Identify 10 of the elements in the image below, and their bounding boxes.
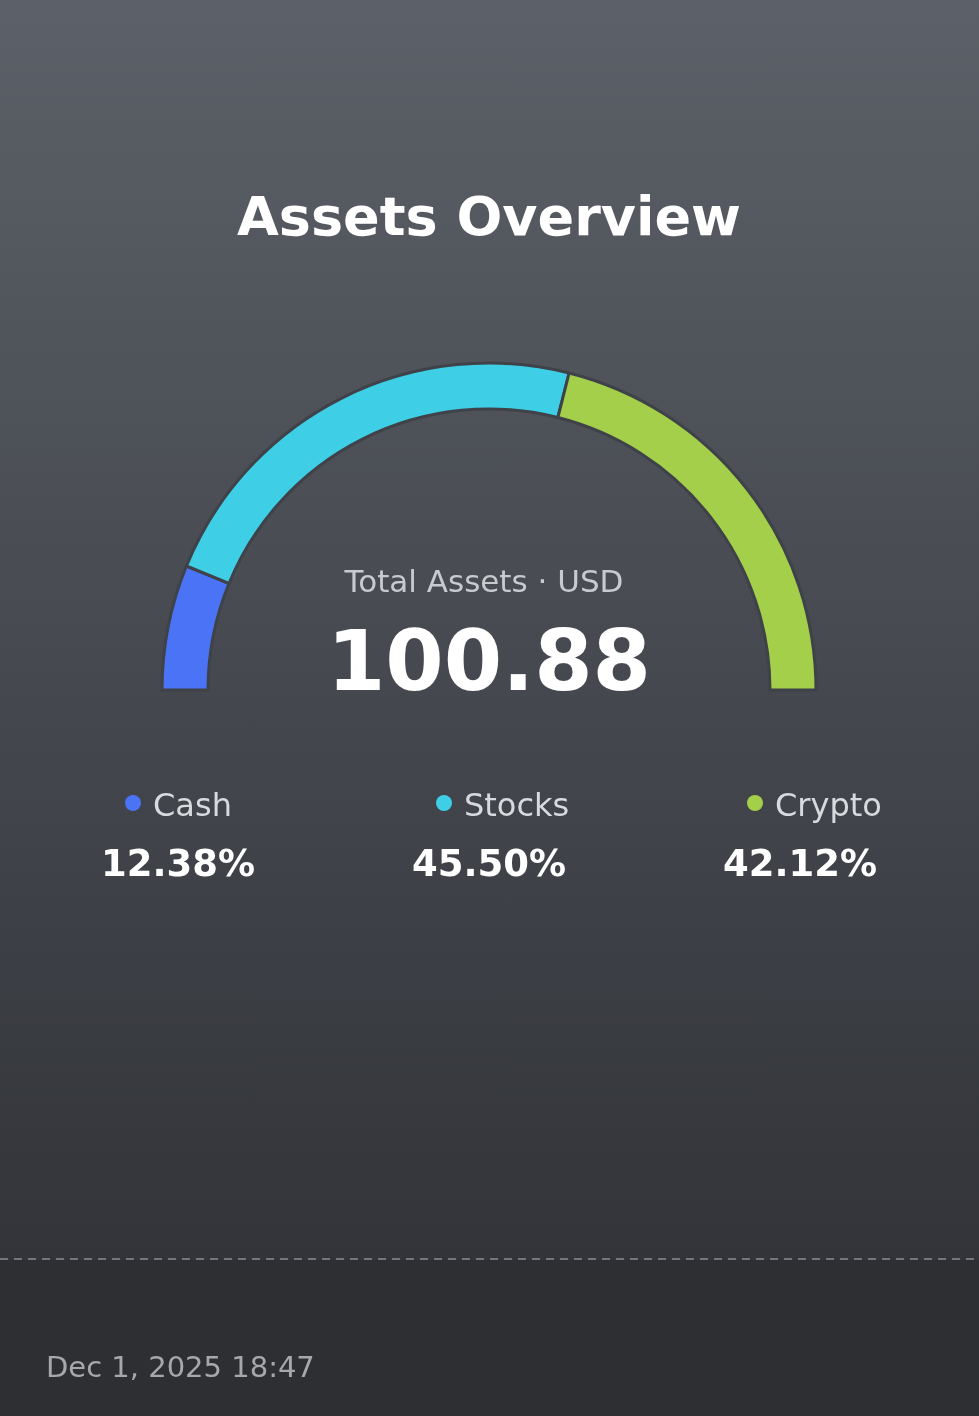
legend-label: Cash bbox=[153, 786, 232, 824]
text: Dec 1, 2025 18:47 bbox=[46, 1350, 315, 1384]
chart-title: Assets Overview bbox=[236, 185, 742, 248]
text: 100.88 bbox=[326, 612, 652, 710]
legend-label: Stocks bbox=[464, 786, 570, 824]
data-label: 45.50% bbox=[411, 842, 567, 885]
data-label: 12.38% bbox=[100, 842, 256, 885]
legend-label: Crypto bbox=[775, 786, 882, 824]
text: Total Assets · USD bbox=[343, 563, 624, 599]
data-label: 42.12% bbox=[722, 842, 878, 885]
